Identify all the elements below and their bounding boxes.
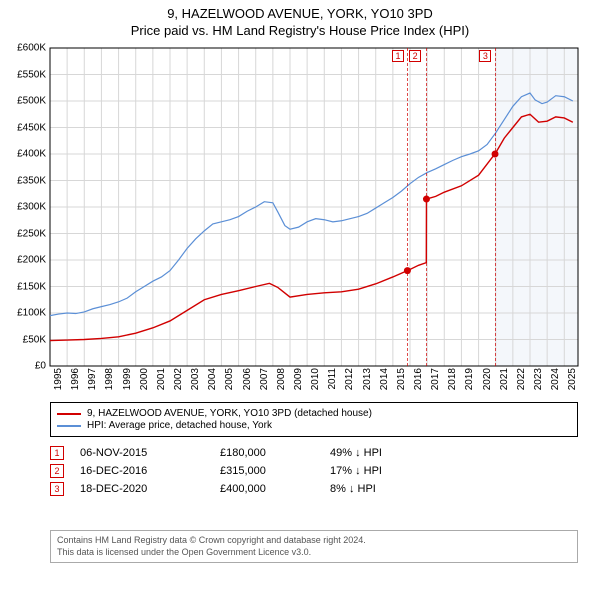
sale-row-marker: 1 (50, 446, 64, 460)
x-tick-label: 2016 (413, 368, 424, 390)
x-tick-label: 2005 (224, 368, 235, 390)
x-tick-label: 2007 (259, 368, 270, 390)
x-tick-label: 2010 (310, 368, 321, 390)
x-tick-label: 1997 (87, 368, 98, 390)
x-tick-label: 2017 (430, 368, 441, 390)
x-tick-label: 2025 (567, 368, 578, 390)
sale-diff: 8% ↓ HPI (330, 483, 450, 495)
sale-date: 16-DEC-2016 (80, 465, 220, 477)
sale-marker-vline (495, 48, 496, 366)
sale-marker-box: 2 (409, 50, 421, 62)
legend-swatch (57, 425, 81, 427)
legend-item: HPI: Average price, detached house, York (57, 420, 571, 431)
x-tick-label: 1995 (53, 368, 64, 390)
sale-marker-box: 3 (479, 50, 491, 62)
footer-line: Contains HM Land Registry data © Crown c… (57, 535, 571, 547)
x-tick-label: 2015 (396, 368, 407, 390)
legend-swatch (57, 413, 81, 415)
title-address: 9, HAZELWOOD AVENUE, YORK, YO10 3PD (0, 6, 600, 21)
y-tick-label: £0 (4, 361, 46, 372)
sale-marker-box: 1 (392, 50, 404, 62)
x-tick-label: 2019 (464, 368, 475, 390)
x-tick-label: 1998 (104, 368, 115, 390)
x-tick-label: 2014 (379, 368, 390, 390)
x-tick-label: 2008 (276, 368, 287, 390)
sale-price: £400,000 (220, 483, 330, 495)
sale-marker-vline (426, 48, 427, 366)
x-tick-label: 2024 (550, 368, 561, 390)
x-tick-label: 2020 (482, 368, 493, 390)
x-tick-label: 2006 (242, 368, 253, 390)
x-tick-label: 1999 (122, 368, 133, 390)
chart-svg (50, 48, 578, 366)
y-tick-label: £50K (4, 334, 46, 345)
x-tick-label: 2004 (207, 368, 218, 390)
x-tick-label: 2022 (516, 368, 527, 390)
y-tick-label: £450K (4, 122, 46, 133)
x-tick-label: 2001 (156, 368, 167, 390)
y-tick-label: £500K (4, 96, 46, 107)
x-tick-label: 1996 (70, 368, 81, 390)
y-tick-label: £150K (4, 281, 46, 292)
y-tick-label: £250K (4, 228, 46, 239)
x-tick-label: 2009 (293, 368, 304, 390)
sale-row-marker: 2 (50, 464, 64, 478)
footer-attribution: Contains HM Land Registry data © Crown c… (50, 530, 578, 563)
x-tick-label: 2002 (173, 368, 184, 390)
y-tick-label: £300K (4, 202, 46, 213)
sale-price: £315,000 (220, 465, 330, 477)
sale-diff: 49% ↓ HPI (330, 447, 450, 459)
sale-marker-vline (407, 48, 408, 366)
y-tick-label: £400K (4, 149, 46, 160)
sales-table: 1 06-NOV-2015£180,00049% ↓ HPI 2 16-DEC-201… (50, 442, 578, 500)
y-tick-label: £200K (4, 255, 46, 266)
x-tick-label: 2023 (533, 368, 544, 390)
sale-row: 2 16-DEC-2016£315,00017% ↓ HPI (50, 464, 578, 478)
x-tick-label: 2013 (362, 368, 373, 390)
x-tick-label: 2011 (327, 368, 338, 390)
sale-date: 06-NOV-2015 (80, 447, 220, 459)
x-tick-label: 2003 (190, 368, 201, 390)
y-tick-label: £550K (4, 69, 46, 80)
sale-row: 1 06-NOV-2015£180,00049% ↓ HPI (50, 446, 578, 460)
y-tick-label: £350K (4, 175, 46, 186)
x-tick-label: 2018 (447, 368, 458, 390)
sale-date: 18-DEC-2020 (80, 483, 220, 495)
x-tick-label: 2021 (499, 368, 510, 390)
sale-row-marker: 3 (50, 482, 64, 496)
legend-item: 9, HAZELWOOD AVENUE, YORK, YO10 3PD (det… (57, 408, 571, 419)
chart-title: 9, HAZELWOOD AVENUE, YORK, YO10 3PD Pric… (0, 0, 600, 38)
y-tick-label: £100K (4, 308, 46, 319)
sale-diff: 17% ↓ HPI (330, 465, 450, 477)
sale-row: 3 18-DEC-2020£400,0008% ↓ HPI (50, 482, 578, 496)
legend-label: 9, HAZELWOOD AVENUE, YORK, YO10 3PD (det… (87, 408, 372, 419)
y-tick-label: £600K (4, 43, 46, 54)
sale-price: £180,000 (220, 447, 330, 459)
title-subtitle: Price paid vs. HM Land Registry's House … (0, 23, 600, 38)
chart-plot-area: £0£50K£100K£150K£200K£250K£300K£350K£400… (50, 48, 578, 366)
legend: 9, HAZELWOOD AVENUE, YORK, YO10 3PD (det… (50, 402, 578, 437)
legend-label: HPI: Average price, detached house, York (87, 420, 272, 431)
footer-line: This data is licensed under the Open Gov… (57, 547, 571, 559)
x-tick-label: 2000 (139, 368, 150, 390)
x-tick-label: 2012 (344, 368, 355, 390)
